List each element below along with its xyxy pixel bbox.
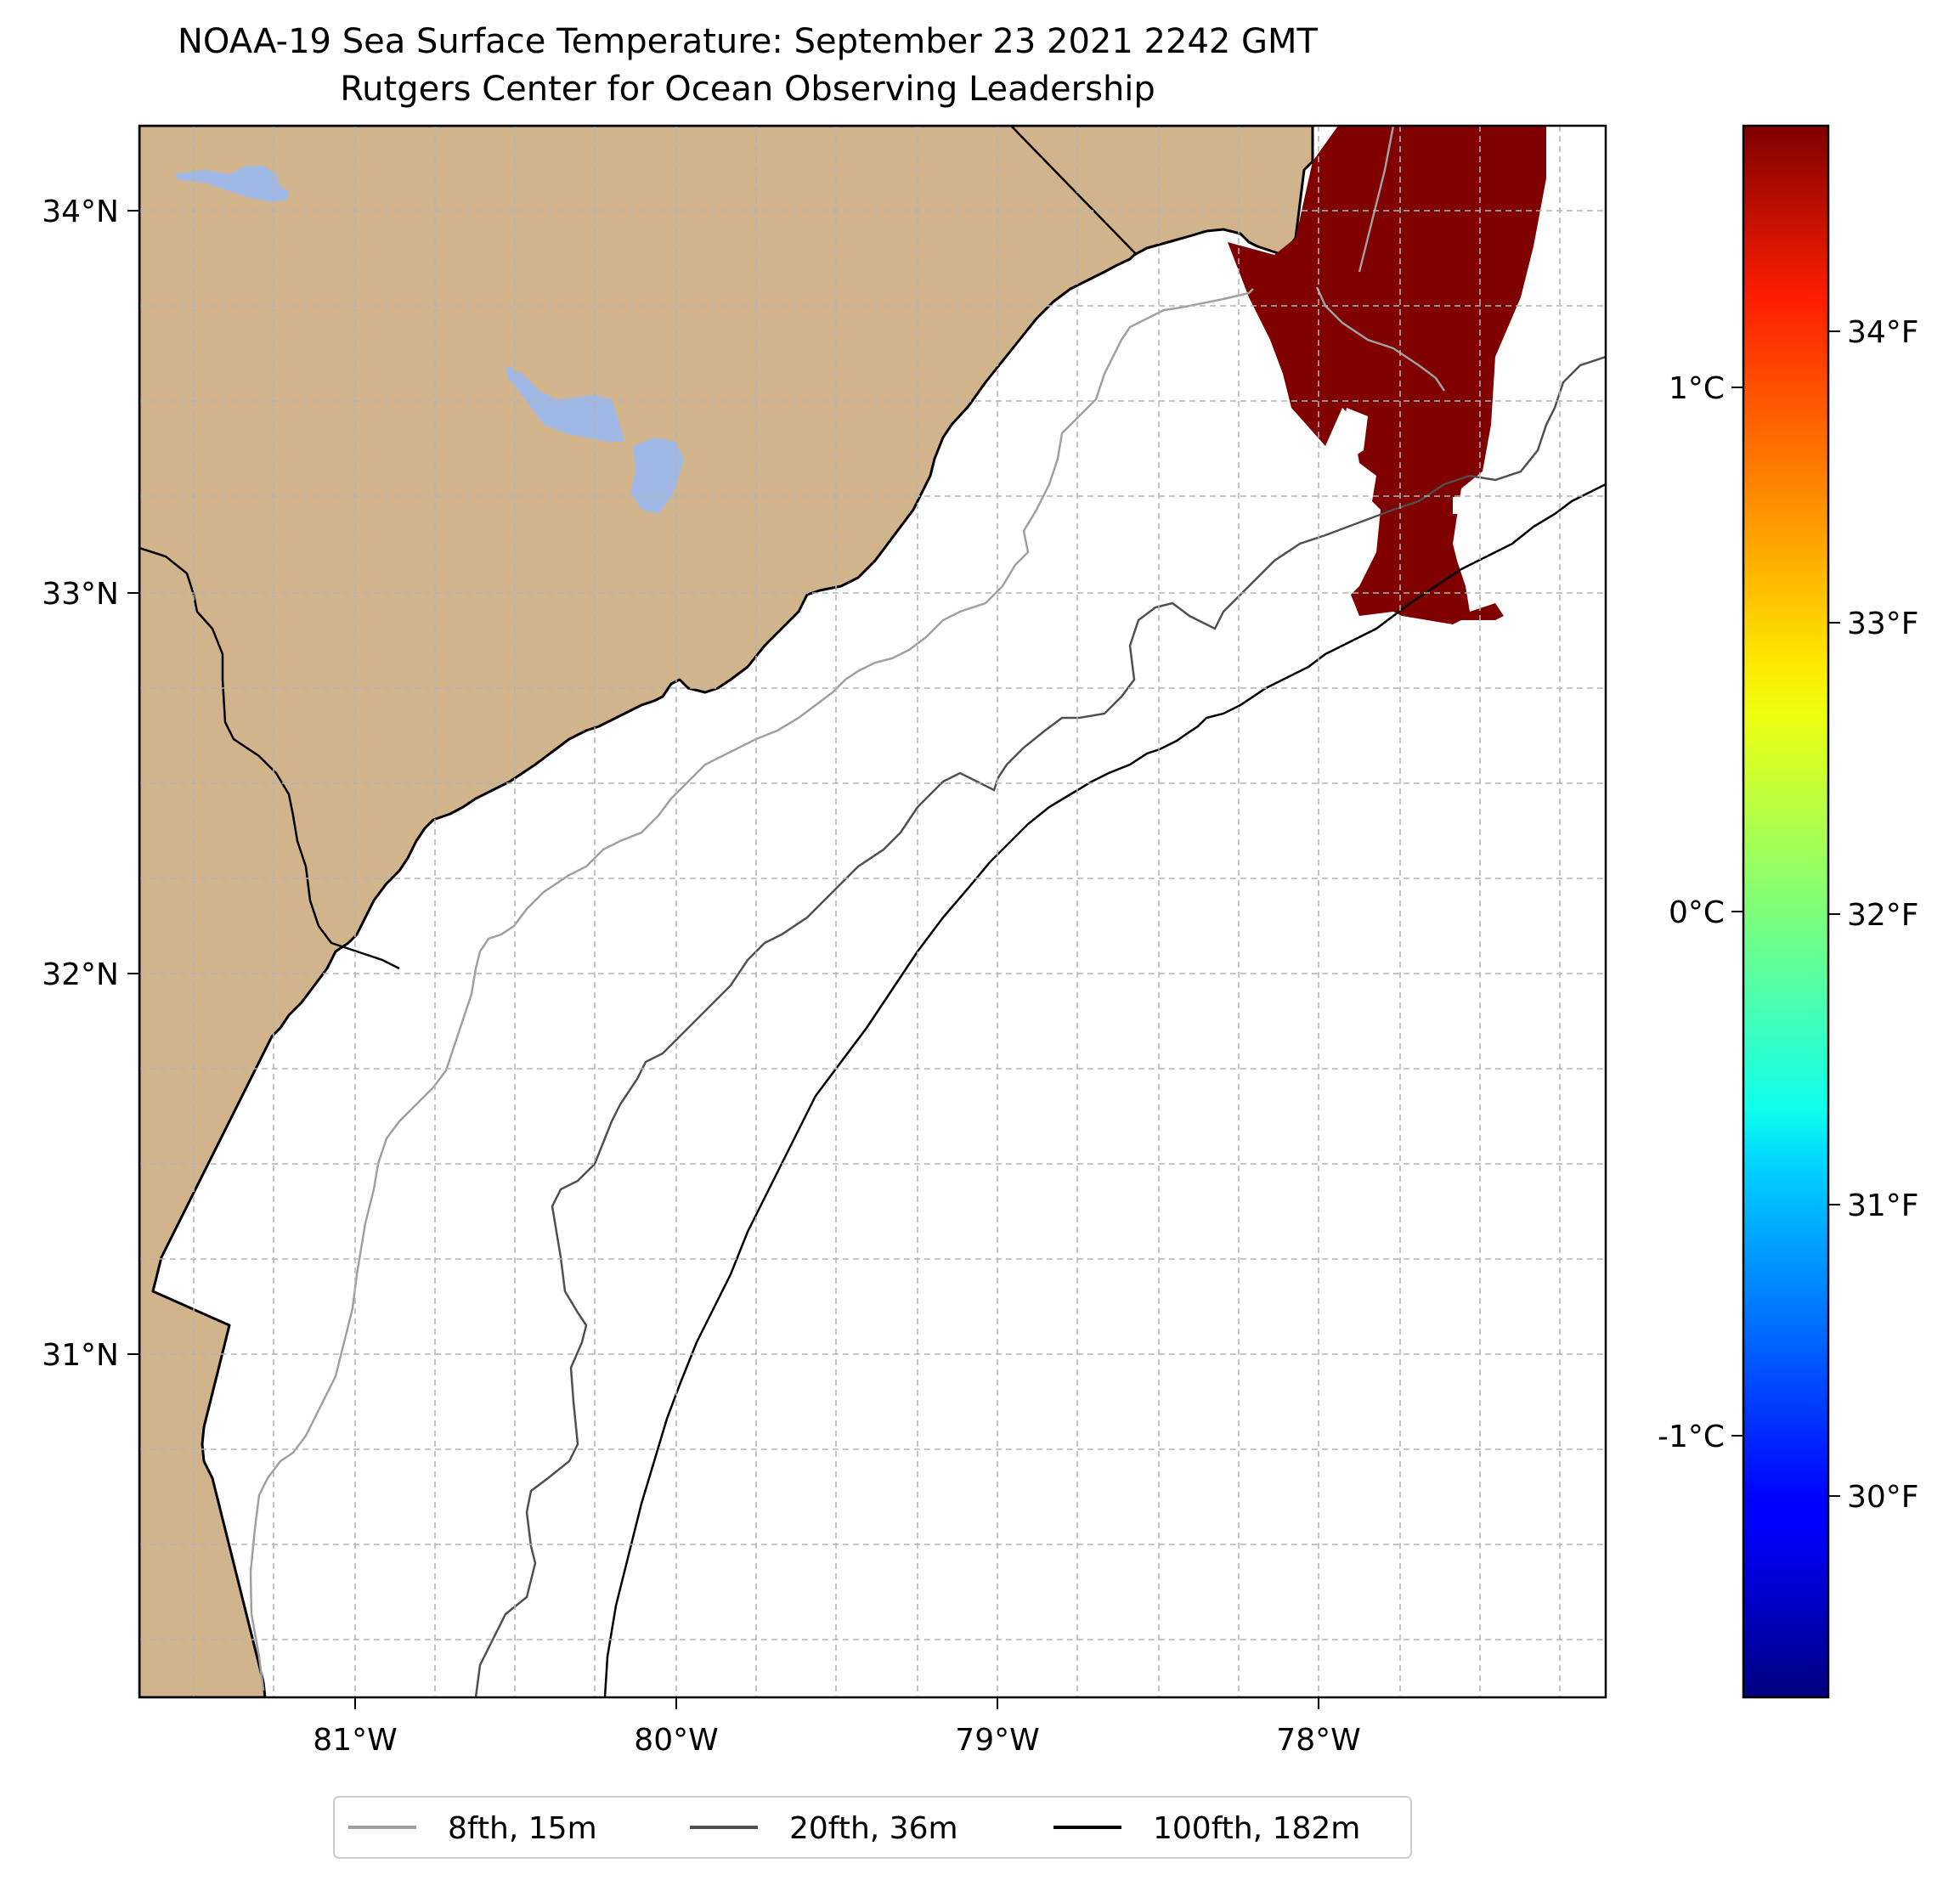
colorbar-c-neg1: -1°C bbox=[1658, 1420, 1725, 1454]
lat-label-31: 31°N bbox=[42, 1338, 119, 1373]
colorbar-f-30: 30°F bbox=[1847, 1480, 1919, 1515]
lon-label-79: 79°W bbox=[955, 1723, 1039, 1758]
map-frame bbox=[138, 124, 1607, 1699]
legend-label-100fth: 100fth, 182m bbox=[1153, 1811, 1360, 1846]
sst-gap-2 bbox=[1342, 408, 1368, 459]
graticule bbox=[139, 126, 1606, 1697]
colorbar-c-0: 0°C bbox=[1669, 895, 1725, 930]
sst-gap bbox=[1453, 497, 1483, 514]
map-subtitle: Rutgers Center for Ocean Observing Leade… bbox=[340, 70, 1155, 109]
isobath-8fth bbox=[249, 288, 1254, 1691]
map-title: NOAA-19 Sea Surface Temperature: Septemb… bbox=[178, 22, 1318, 61]
land bbox=[139, 126, 1314, 1697]
river-trace bbox=[1315, 286, 1446, 392]
lat-label-32: 32°N bbox=[42, 957, 119, 992]
lake-inland bbox=[630, 438, 684, 514]
legend-label-8fth: 8fth, 15m bbox=[448, 1811, 597, 1846]
lon-label-80: 80°W bbox=[634, 1723, 718, 1758]
lat-label-34: 34°N bbox=[42, 195, 119, 229]
legend-box bbox=[333, 1796, 1412, 1859]
colorbar-f-32: 32°F bbox=[1847, 898, 1919, 933]
lon-label-81: 81°W bbox=[313, 1723, 397, 1758]
lat-label-33: 33°N bbox=[42, 577, 119, 612]
sst-data-patch bbox=[1228, 126, 1546, 624]
state-border-nc-sc bbox=[1010, 126, 1138, 256]
colorbar-c-1: 1°C bbox=[1669, 371, 1725, 406]
state-border-sc-ga bbox=[139, 546, 400, 970]
colorbar-f-33: 33°F bbox=[1847, 607, 1919, 641]
colorbar bbox=[1742, 124, 1830, 1699]
colorbar-f-31: 31°F bbox=[1847, 1188, 1919, 1223]
isobath-20fth bbox=[474, 355, 1606, 1697]
isobath-100fth bbox=[603, 483, 1606, 1697]
lake-marion bbox=[174, 166, 289, 202]
river-trace-2 bbox=[1358, 126, 1395, 273]
colorbar-f-34: 34°F bbox=[1847, 315, 1919, 350]
legend-label-20fth: 20fth, 36m bbox=[789, 1811, 958, 1846]
lon-label-78: 78°W bbox=[1276, 1723, 1360, 1758]
